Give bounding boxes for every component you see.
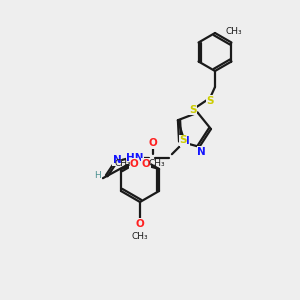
Text: N: N — [181, 136, 189, 146]
Text: CH₃: CH₃ — [132, 232, 148, 241]
Text: S: S — [189, 105, 196, 115]
Text: O: O — [136, 219, 144, 229]
Text: S: S — [179, 135, 187, 145]
Text: N: N — [112, 155, 121, 165]
Text: O: O — [129, 159, 138, 169]
Text: CH₃: CH₃ — [114, 160, 131, 169]
Text: O: O — [142, 159, 151, 169]
Text: HN: HN — [126, 153, 144, 163]
Text: S: S — [206, 96, 214, 106]
Text: CH₃: CH₃ — [149, 160, 166, 169]
Text: CH₃: CH₃ — [225, 26, 242, 35]
Text: O: O — [148, 138, 157, 148]
Text: H: H — [94, 171, 101, 180]
Text: N: N — [197, 147, 206, 157]
